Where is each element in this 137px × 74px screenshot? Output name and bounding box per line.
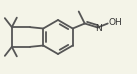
Text: N: N [95,24,102,32]
Text: OH: OH [109,17,123,26]
